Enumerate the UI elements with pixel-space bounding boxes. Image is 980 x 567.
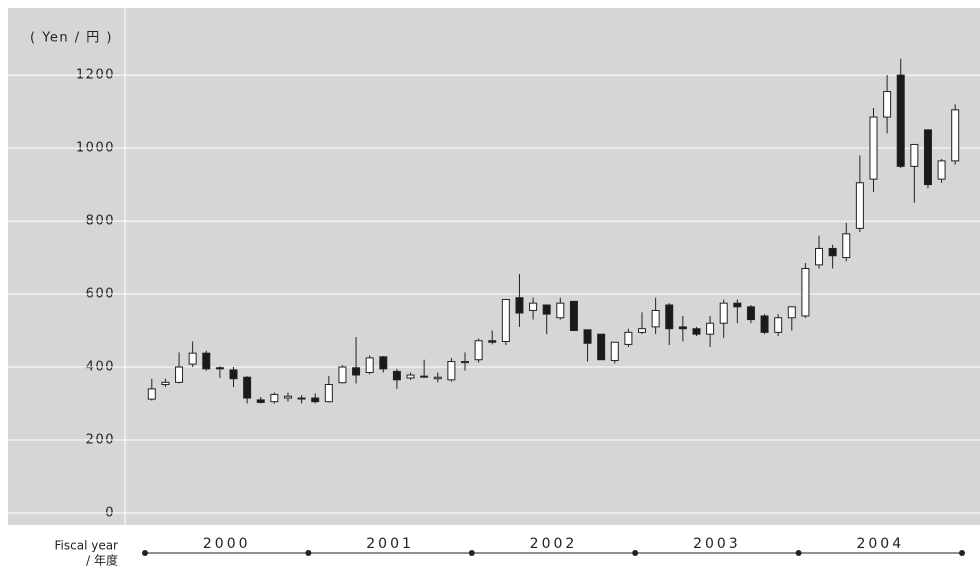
candle-body xyxy=(297,397,306,400)
timeline-dot xyxy=(305,550,312,556)
candle-body xyxy=(352,367,361,376)
candle-body xyxy=(420,375,429,378)
candle-body xyxy=(188,352,197,365)
candle-body xyxy=(433,376,442,380)
year-label: 2001 xyxy=(366,536,414,552)
candle-body xyxy=(460,361,469,364)
x-axis-label: / 年度 xyxy=(86,553,118,567)
candle-body xyxy=(488,340,497,343)
candle-body xyxy=(501,299,510,342)
candle-body xyxy=(651,309,660,328)
candle-body xyxy=(365,357,374,373)
candle-body xyxy=(311,397,320,403)
candle-body xyxy=(597,333,606,361)
candle-body xyxy=(256,399,265,403)
candle-body xyxy=(746,306,755,321)
candle-body xyxy=(324,384,333,403)
candle-body xyxy=(610,341,619,361)
x-axis-label: Fiscal year xyxy=(55,539,119,553)
candle-body xyxy=(678,326,687,330)
candle-body xyxy=(692,328,701,335)
candle-body xyxy=(542,304,551,315)
candle-body xyxy=(215,367,224,370)
candle-body xyxy=(406,374,415,379)
timeline-dot xyxy=(632,550,639,556)
candle-body xyxy=(787,306,796,319)
candle-body xyxy=(896,74,905,167)
year-label: 2004 xyxy=(856,536,904,552)
candle-body xyxy=(229,369,238,380)
candle-body xyxy=(951,109,960,162)
candle-body xyxy=(638,328,647,333)
candle-body xyxy=(923,129,932,186)
candle-body xyxy=(815,247,824,266)
candle-body xyxy=(883,91,892,118)
y-axis-label: ( Yen / 円 ) xyxy=(30,31,113,46)
candle-body xyxy=(733,302,742,308)
timeline-dot xyxy=(142,550,148,556)
candle-body xyxy=(379,356,388,370)
candle-body xyxy=(147,388,156,400)
candle-body xyxy=(855,182,864,229)
candle-body xyxy=(283,395,292,399)
candle-body xyxy=(937,160,946,180)
candle-body xyxy=(202,352,211,370)
candle-body xyxy=(175,366,184,383)
candle-body xyxy=(556,302,565,319)
candle-body xyxy=(828,247,837,257)
candle-body xyxy=(910,143,919,167)
timeline-dot xyxy=(795,550,802,556)
candle-body xyxy=(719,302,728,324)
candle-body xyxy=(515,297,524,314)
candle-body xyxy=(270,393,279,403)
candle-body xyxy=(774,317,783,333)
candle-body xyxy=(474,340,483,361)
candle-body xyxy=(869,116,878,180)
candle-body xyxy=(338,366,347,384)
candle-body xyxy=(760,315,769,333)
candle-body xyxy=(392,370,401,381)
candle-body xyxy=(706,322,715,335)
candle-body xyxy=(665,304,674,330)
candle-body xyxy=(583,329,592,344)
candle-body xyxy=(842,233,851,259)
plot-background xyxy=(8,8,980,525)
candle-body xyxy=(624,331,633,345)
candle-body xyxy=(161,381,170,386)
candle-body xyxy=(569,300,578,332)
candle-body xyxy=(801,268,810,317)
candle-body xyxy=(447,361,456,381)
year-label: 2002 xyxy=(530,536,578,552)
timeline-dot xyxy=(468,550,475,556)
timeline-dot xyxy=(959,550,965,556)
year-label: 2003 xyxy=(693,536,741,552)
candle-body xyxy=(243,376,252,399)
candle-body xyxy=(529,302,538,311)
year-label: 2000 xyxy=(203,536,251,552)
